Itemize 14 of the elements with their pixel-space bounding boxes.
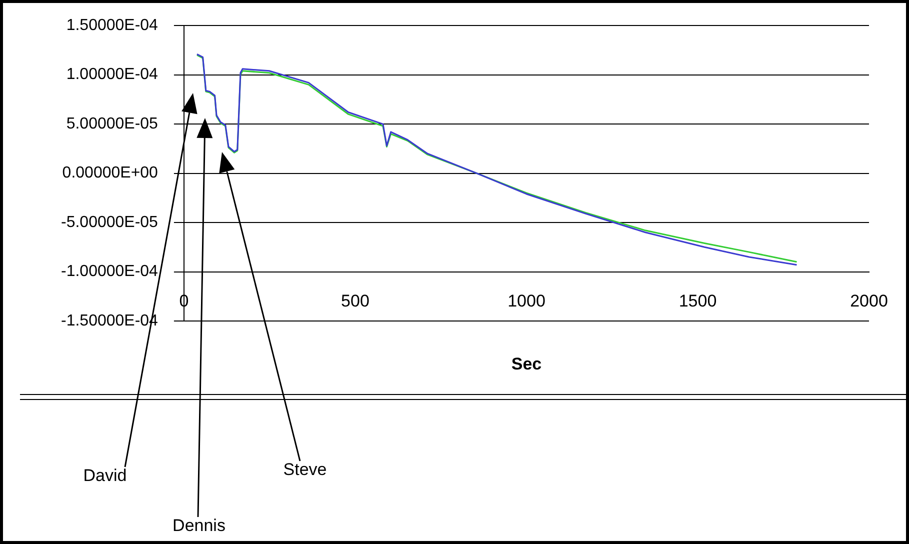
x-tick-label: 1500 [678,292,717,311]
x-tick-label: 500 [341,292,370,311]
y-tick-label: 0.00000E+00 [62,164,158,182]
text: Steve [283,460,327,480]
y-tick-label: -5.00000E-05 [60,214,158,231]
x-axis-title: Sec [511,354,542,374]
y-tick-label: 1.50000E-04 [66,17,158,34]
text: David [83,466,127,486]
text: Dennis [172,516,226,536]
y-tick-label: -1.00000E-04 [60,263,158,280]
y-tick-label: 5.00000E-05 [66,115,158,132]
y-tick-label: 1.00000E-04 [66,66,158,84]
x-tick-label: 1000 [508,292,546,311]
x-tick-label: 2000 [850,292,888,311]
